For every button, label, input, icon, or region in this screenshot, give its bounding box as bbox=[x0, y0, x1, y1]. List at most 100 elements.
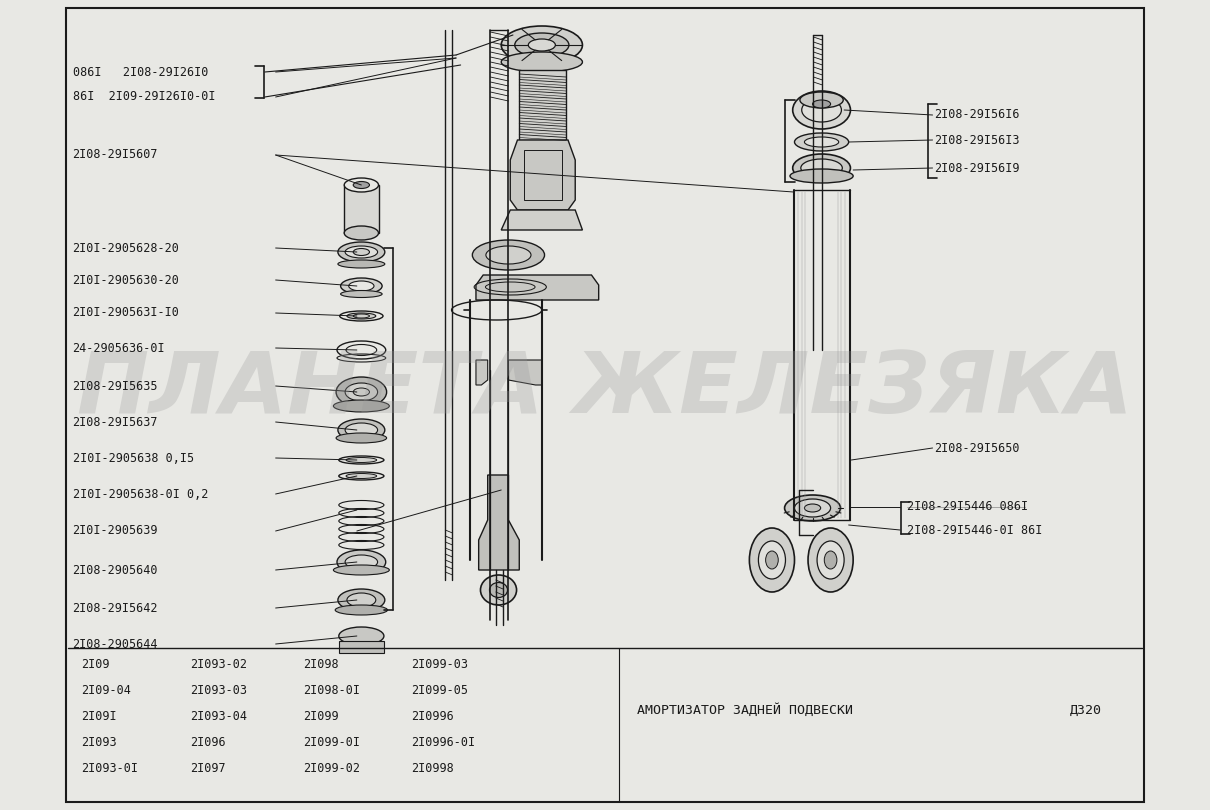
Ellipse shape bbox=[808, 528, 853, 592]
Ellipse shape bbox=[795, 133, 848, 151]
Bar bbox=[524, 150, 561, 200]
Ellipse shape bbox=[790, 169, 853, 183]
Ellipse shape bbox=[486, 246, 531, 264]
Text: АМОРТИЗАТОР ЗАДНЕЙ ПОДВЕСКИ: АМОРТИЗАТОР ЗАДНЕЙ ПОДВЕСКИ bbox=[636, 703, 853, 717]
Ellipse shape bbox=[338, 260, 385, 268]
Text: 2I099-0I: 2I099-0I bbox=[302, 736, 359, 749]
Text: 2I09I: 2I09I bbox=[81, 710, 117, 723]
Text: 2I093-03: 2I093-03 bbox=[190, 684, 247, 697]
Text: 2I0998: 2I0998 bbox=[411, 762, 454, 775]
Text: 2I09: 2I09 bbox=[81, 659, 110, 671]
Ellipse shape bbox=[334, 565, 390, 575]
Ellipse shape bbox=[347, 313, 376, 319]
Text: ПЛАНЕТА ЖЕЛЕЗЯКА: ПЛАНЕТА ЖЕЛЕЗЯКА bbox=[77, 348, 1133, 432]
Text: 2I093: 2I093 bbox=[81, 736, 117, 749]
Text: 2I093-0I: 2I093-0I bbox=[81, 762, 139, 775]
Ellipse shape bbox=[490, 582, 507, 598]
Text: 2I09-04: 2I09-04 bbox=[81, 684, 132, 697]
Text: 2I08-2905644: 2I08-2905644 bbox=[73, 637, 159, 650]
Ellipse shape bbox=[335, 605, 387, 615]
Text: 2I08-29I56I6: 2I08-29I56I6 bbox=[934, 109, 1020, 122]
Ellipse shape bbox=[759, 541, 785, 579]
Ellipse shape bbox=[800, 92, 843, 108]
Ellipse shape bbox=[336, 433, 387, 443]
Ellipse shape bbox=[802, 98, 841, 122]
Text: 2I08-29I5642: 2I08-29I5642 bbox=[73, 602, 159, 615]
Text: 086I   2I08-29I26I0: 086I 2I08-29I26I0 bbox=[73, 66, 208, 79]
Ellipse shape bbox=[338, 419, 385, 441]
Ellipse shape bbox=[338, 589, 385, 611]
Text: 2I08-29I5446 086I: 2I08-29I5446 086I bbox=[908, 501, 1028, 514]
Text: 2I0996: 2I0996 bbox=[411, 710, 454, 723]
Text: 2I0I-2905638-0I 0,2: 2I0I-2905638-0I 0,2 bbox=[73, 488, 208, 501]
Text: 2I098-0I: 2I098-0I bbox=[302, 684, 359, 697]
Text: 24-2905636-0I: 24-2905636-0I bbox=[73, 342, 166, 355]
Text: 86I  2I09-29I26I0-0I: 86I 2I09-29I26I0-0I bbox=[73, 91, 215, 104]
Text: 2I08-29I5635: 2I08-29I5635 bbox=[73, 380, 159, 393]
Ellipse shape bbox=[345, 423, 378, 437]
Polygon shape bbox=[479, 475, 519, 570]
Ellipse shape bbox=[805, 504, 820, 512]
Text: 2I093-02: 2I093-02 bbox=[190, 659, 247, 671]
Ellipse shape bbox=[344, 178, 379, 192]
Ellipse shape bbox=[353, 249, 369, 255]
Ellipse shape bbox=[353, 181, 369, 189]
Ellipse shape bbox=[472, 240, 544, 270]
Text: 2I08-29I5650: 2I08-29I5650 bbox=[934, 441, 1020, 454]
Bar bbox=[519, 70, 566, 140]
Ellipse shape bbox=[801, 159, 842, 177]
Text: 2I099-03: 2I099-03 bbox=[411, 659, 468, 671]
Text: 2I099: 2I099 bbox=[302, 710, 339, 723]
Polygon shape bbox=[476, 275, 599, 300]
Text: 2I0I-2905630-20: 2I0I-2905630-20 bbox=[73, 274, 179, 287]
Ellipse shape bbox=[501, 26, 582, 64]
Ellipse shape bbox=[805, 137, 839, 147]
Ellipse shape bbox=[345, 555, 378, 569]
Ellipse shape bbox=[336, 377, 387, 407]
Text: 2I08-29I5446-0I 86I: 2I08-29I5446-0I 86I bbox=[908, 523, 1043, 536]
Ellipse shape bbox=[353, 388, 369, 396]
Ellipse shape bbox=[529, 39, 555, 51]
Ellipse shape bbox=[824, 551, 837, 569]
Text: 2I097: 2I097 bbox=[190, 762, 225, 775]
Ellipse shape bbox=[795, 499, 830, 517]
Ellipse shape bbox=[817, 541, 845, 579]
Text: 2I08-29I5607: 2I08-29I5607 bbox=[73, 148, 159, 161]
Ellipse shape bbox=[345, 383, 378, 401]
Ellipse shape bbox=[793, 91, 851, 129]
Ellipse shape bbox=[766, 551, 778, 569]
Text: 2I0996-0I: 2I0996-0I bbox=[411, 736, 476, 749]
Text: 2I08-2905640: 2I08-2905640 bbox=[73, 564, 159, 577]
Ellipse shape bbox=[793, 154, 851, 182]
Ellipse shape bbox=[340, 278, 382, 294]
Text: 2I099-02: 2I099-02 bbox=[302, 762, 359, 775]
Text: 2I0I-290563I-I0: 2I0I-290563I-I0 bbox=[73, 306, 179, 319]
Bar bbox=[344, 185, 379, 233]
Polygon shape bbox=[501, 210, 582, 230]
Ellipse shape bbox=[348, 281, 374, 291]
Ellipse shape bbox=[346, 458, 376, 463]
Ellipse shape bbox=[338, 550, 386, 574]
Polygon shape bbox=[508, 360, 542, 385]
Text: 2I08-29I56I3: 2I08-29I56I3 bbox=[934, 134, 1020, 147]
Text: 2I093-04: 2I093-04 bbox=[190, 710, 247, 723]
Ellipse shape bbox=[501, 52, 582, 72]
Polygon shape bbox=[476, 360, 488, 385]
Ellipse shape bbox=[813, 100, 830, 108]
Text: 2I096: 2I096 bbox=[190, 736, 225, 749]
Text: 2I0I-2905638 0,I5: 2I0I-2905638 0,I5 bbox=[73, 451, 194, 464]
Ellipse shape bbox=[338, 242, 385, 262]
Text: 2I08-29I5637: 2I08-29I5637 bbox=[73, 416, 159, 428]
Text: 2I08-29I56I9: 2I08-29I56I9 bbox=[934, 161, 1020, 174]
Ellipse shape bbox=[334, 400, 390, 412]
Ellipse shape bbox=[749, 528, 795, 592]
Ellipse shape bbox=[347, 593, 376, 607]
Text: 2I0I-2905639: 2I0I-2905639 bbox=[73, 525, 159, 538]
Ellipse shape bbox=[346, 474, 376, 479]
Ellipse shape bbox=[784, 495, 841, 521]
Ellipse shape bbox=[345, 246, 378, 258]
Polygon shape bbox=[511, 140, 575, 210]
Ellipse shape bbox=[344, 226, 379, 240]
Text: 2I098: 2I098 bbox=[302, 659, 339, 671]
Ellipse shape bbox=[480, 575, 517, 605]
